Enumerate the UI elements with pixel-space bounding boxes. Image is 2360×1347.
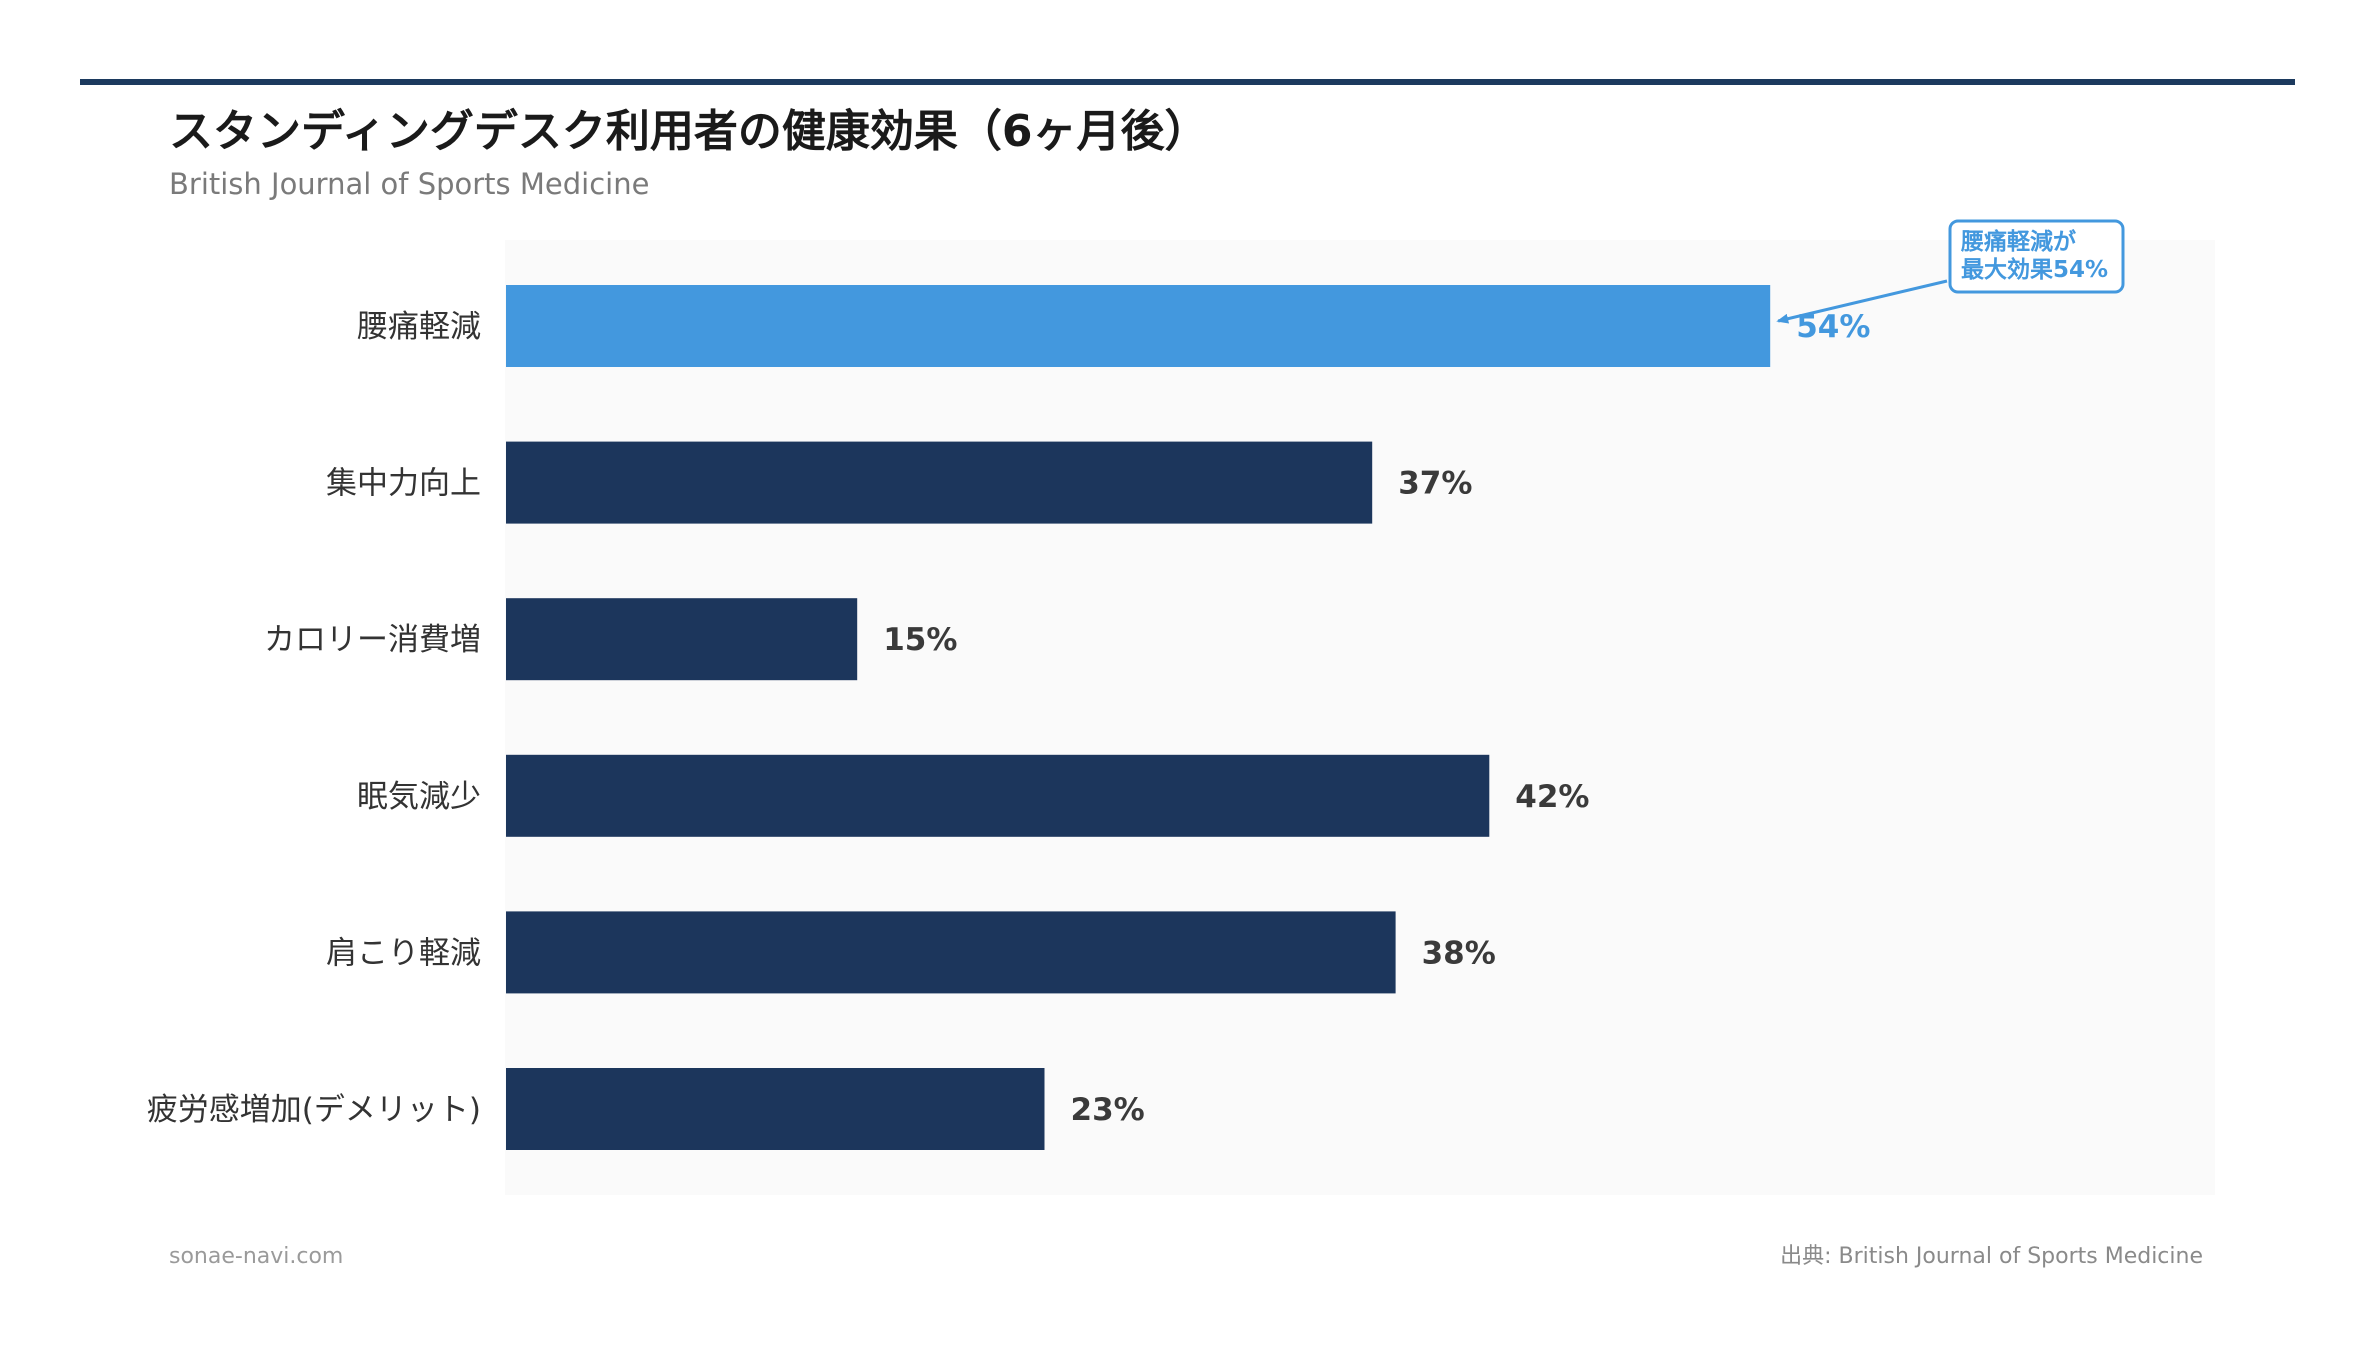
labels-layer: 腰痛軽減 54%集中力向上 37%カロリー消費増 15%眠気減少 42%肩こり軽減 38%… <box>147 309 1871 1128</box>
bar-6 <box>506 1068 1045 1150</box>
category-label: 肩こり軽減 <box>326 935 481 971</box>
bars-layer <box>506 285 1771 1150</box>
category-label: 眠気減少 <box>357 779 481 815</box>
value-label: 37% <box>1398 466 1472 502</box>
bar-5 <box>506 911 1396 994</box>
bar-1 <box>506 285 1771 367</box>
annotation-text-line: 最大効果54% <box>1961 256 2108 283</box>
chart-subtitle: British Journal of Sports Medicine <box>169 167 650 201</box>
footer-source: 出典: British Journal of Sports Medicine <box>1780 1244 2203 1269</box>
plot-background <box>505 240 2215 1195</box>
category-label: 疲労感増加(デメリット) <box>147 1092 481 1128</box>
value-label: 42% <box>1515 779 1589 815</box>
top-rule <box>80 79 2295 85</box>
annotation-text-line: 腰痛軽減が <box>1960 228 2076 255</box>
annotation-arrow <box>1776 279 1948 324</box>
bar-2 <box>506 441 1373 524</box>
bar-4 <box>506 754 1490 837</box>
category-label: 腰痛軽減 <box>357 309 481 345</box>
value-label: 23% <box>1071 1092 1145 1128</box>
category-label: カロリー消費増 <box>264 622 481 658</box>
footer-site: sonae-navi.com <box>169 1244 344 1269</box>
category-label: 集中力向上 <box>326 466 481 502</box>
bar-3 <box>506 598 858 681</box>
annotation-box <box>1948 219 2125 294</box>
value-label: 15% <box>883 622 957 658</box>
chart-title: スタンディングデスク利用者の健康効果（6ヶ月後） <box>169 106 1209 157</box>
value-label: 38% <box>1422 935 1496 971</box>
